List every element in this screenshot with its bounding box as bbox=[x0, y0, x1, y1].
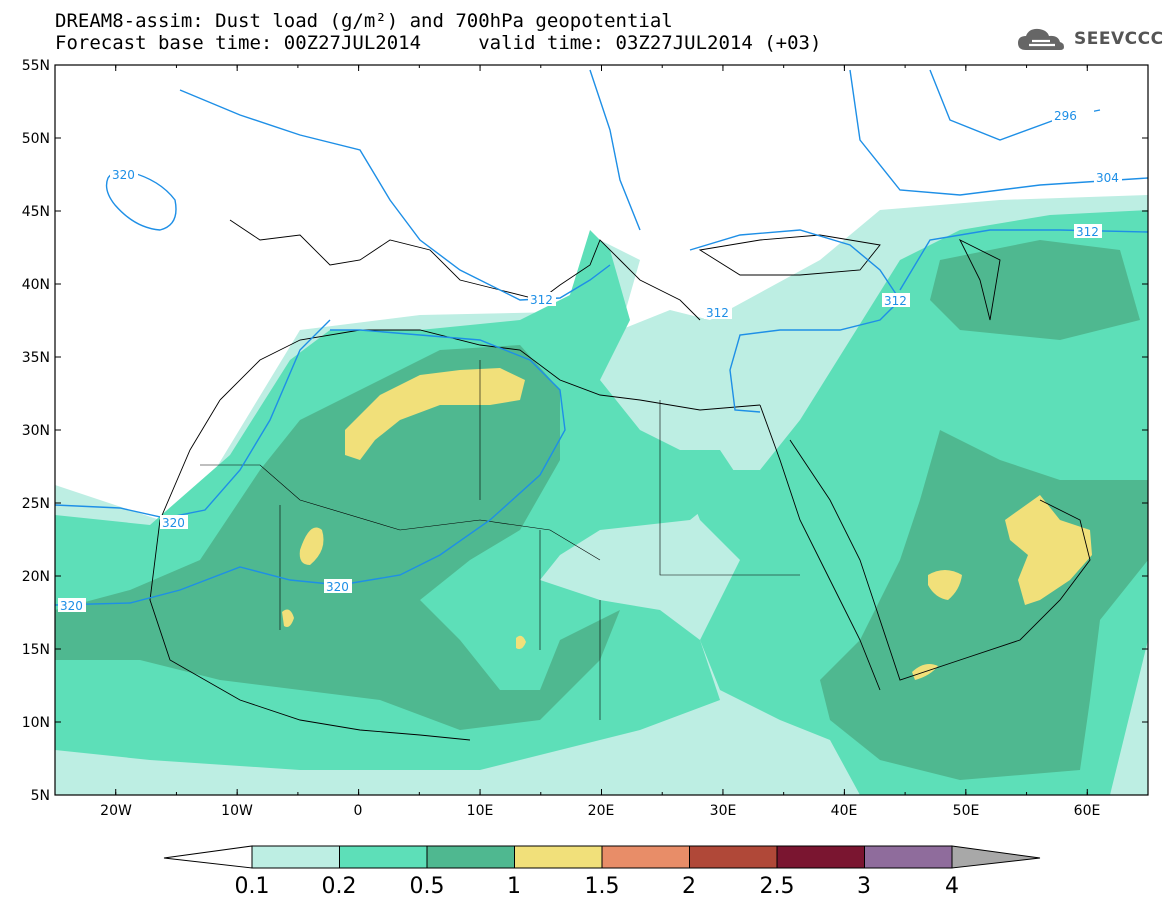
colorbar-labels: 0.1 0.2 0.5 1 1.5 2 2.5 3 4 bbox=[235, 874, 960, 899]
dust-band-1-c bbox=[282, 609, 294, 627]
lat-label: 20N bbox=[22, 569, 50, 585]
contour-label: 320 bbox=[326, 580, 349, 594]
colorbar-swatch bbox=[776, 845, 865, 869]
axis-ticks bbox=[54, 64, 1149, 796]
contour-320-west bbox=[55, 319, 331, 519]
dust-shading bbox=[55, 195, 1148, 795]
lon-label: 20W bbox=[100, 803, 132, 819]
coastline-arabia bbox=[789, 439, 1091, 681]
lon-label: 10E bbox=[467, 803, 494, 819]
dust-band-1-b bbox=[299, 527, 324, 565]
lat-label: 50N bbox=[22, 131, 50, 147]
colorbar-swatch bbox=[864, 845, 953, 869]
lon-label: 40E bbox=[831, 803, 858, 819]
lat-label: 40N bbox=[22, 277, 50, 293]
latitude-labels: 55N 50N 45N 40N 35N 30N 25N 20N 15N 10N … bbox=[22, 58, 50, 804]
contour-label: 312 bbox=[706, 306, 729, 320]
colorbar-swatch bbox=[601, 845, 690, 869]
colorbar-label: 2 bbox=[682, 874, 696, 899]
dust-band-0.5 bbox=[55, 345, 620, 730]
colorbar-label: 0.2 bbox=[322, 874, 357, 899]
contour-304 bbox=[589, 69, 1148, 231]
coastline-red-sea bbox=[759, 404, 881, 691]
lon-label: 50E bbox=[953, 803, 980, 819]
colorbar-label: 0.1 bbox=[235, 874, 270, 899]
dust-band-0.5-east bbox=[820, 240, 1148, 780]
colorbar-swatch bbox=[689, 845, 778, 869]
colorbar: 0.1 0.2 0.5 1 1.5 2 2.5 3 4 bbox=[163, 845, 1041, 899]
contour-label: 320 bbox=[60, 599, 83, 613]
lat-label: 45N bbox=[22, 204, 50, 220]
contour-label: 296 bbox=[1054, 109, 1077, 123]
contour-label: 320 bbox=[112, 168, 135, 182]
forecast-time-line: Forecast base time: 00Z27JUL2014 valid t… bbox=[55, 32, 822, 54]
colorbar-swatch bbox=[426, 845, 515, 869]
coastline-west-africa bbox=[149, 399, 471, 741]
colorbar-label: 2.5 bbox=[760, 874, 795, 899]
colorbar-upper-arrow bbox=[951, 845, 1041, 869]
colorbar-swatch bbox=[251, 845, 340, 869]
colorbar-swatch bbox=[339, 845, 428, 869]
colorbar-label: 4 bbox=[945, 874, 959, 899]
lat-label: 10N bbox=[22, 715, 50, 731]
contour-320-south bbox=[55, 329, 566, 606]
lat-label: 25N bbox=[22, 496, 50, 512]
seevccc-logo: SEEVCCC bbox=[1016, 26, 1164, 52]
lon-label: 10W bbox=[221, 803, 253, 819]
contour-label: 320 bbox=[162, 516, 185, 530]
cloud-icon bbox=[1018, 28, 1064, 50]
colorbar-label: 0.5 bbox=[410, 874, 445, 899]
colorbar-label: 3 bbox=[857, 874, 871, 899]
colorbar-label: 1.5 bbox=[585, 874, 620, 899]
lon-label: 0 bbox=[354, 803, 363, 819]
dust-band-1-d bbox=[516, 635, 526, 650]
colorbar-swatch bbox=[514, 845, 603, 869]
colorbar-lower-arrow bbox=[163, 845, 253, 869]
contour-labels: 320 320 320 320 312 312 312 312 304 296 bbox=[58, 108, 1122, 613]
coastline-europe bbox=[229, 219, 701, 321]
border-lines bbox=[200, 360, 800, 720]
dust-band-1-e bbox=[928, 570, 962, 600]
contour-label: 312 bbox=[1076, 225, 1099, 239]
contour-label: 312 bbox=[884, 294, 907, 308]
lon-label: 60E bbox=[1074, 803, 1101, 819]
lat-label: 55N bbox=[22, 58, 50, 74]
coastline-black-sea bbox=[698, 234, 881, 276]
colorbar-label: 1 bbox=[507, 874, 521, 899]
coastline-caspian bbox=[958, 238, 1001, 321]
contour-312-mid bbox=[179, 89, 611, 301]
lon-label: 20E bbox=[588, 803, 615, 819]
longitude-labels: 20W 10W 0 10E 20E 30E 40E 50E 60E bbox=[100, 803, 1100, 819]
contour-296 bbox=[929, 69, 1101, 141]
dust-band-1-f bbox=[1005, 495, 1092, 605]
map-title: DREAM8-assim: Dust load (g/m²) and 700hP… bbox=[55, 10, 673, 32]
lat-label: 35N bbox=[22, 350, 50, 366]
contour-312-east bbox=[689, 229, 901, 413]
contour-label: 312 bbox=[530, 293, 553, 307]
contour-label: 304 bbox=[1096, 171, 1119, 185]
lat-label: 30N bbox=[22, 423, 50, 439]
logo-text: SEEVCCC bbox=[1074, 29, 1164, 49]
lat-label: 15N bbox=[22, 642, 50, 658]
lon-label: 30E bbox=[710, 803, 737, 819]
lat-label: 5N bbox=[31, 788, 50, 804]
